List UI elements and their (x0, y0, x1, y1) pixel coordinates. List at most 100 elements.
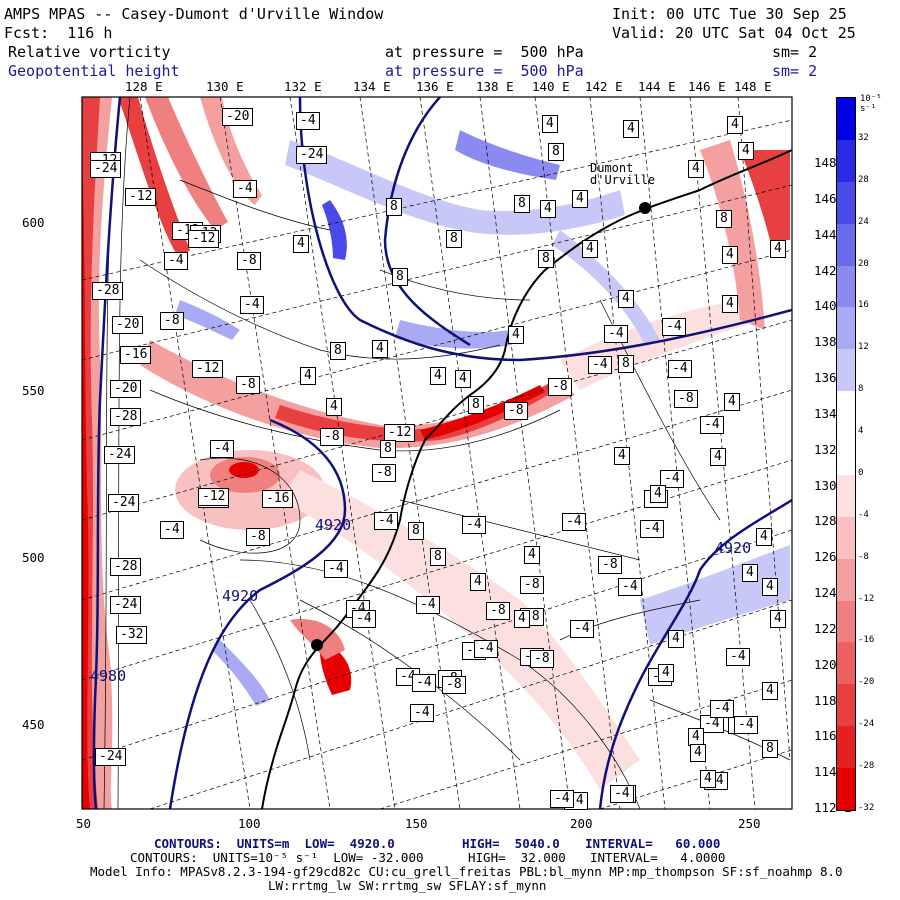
init-time: Init: 00 UTC Tue 30 Sep 25 (612, 5, 847, 23)
vorticity-contour-label: 4 (508, 326, 524, 344)
lon-label-144: 144 E (638, 79, 676, 94)
colorbar-segment (837, 474, 855, 518)
vorticity-contour-label: 4 (582, 240, 598, 258)
lon-label-142: 142 E (585, 79, 623, 94)
vorticity-contour-label: -4 (374, 512, 398, 530)
colorbar-label: 20 (858, 258, 869, 269)
colorbar-label: 24 (858, 216, 869, 227)
colorbar-label: 12 (858, 342, 869, 353)
vorticity-contour-label: -4 (210, 440, 234, 458)
vorticity-contour-label: 8 (430, 548, 446, 566)
vorticity-contour-label: 4 (326, 398, 342, 416)
colorbar-label: 8 (858, 384, 864, 395)
footer-model-info: Model Info: MPASv8.2.3-194-gf29cd82c CU:… (90, 864, 843, 879)
vorticity-contour-label: -8 (486, 602, 510, 620)
vorticity-contour-label: 4 (727, 116, 743, 134)
x-tick: 100 (238, 816, 261, 831)
colorbar-segment (837, 642, 855, 685)
chart-title: AMPS MPAS -- Casey-Dumont d'Urville Wind… (4, 5, 384, 23)
colorbar-label: -12 (858, 593, 875, 604)
vorticity-field (82, 97, 792, 809)
vorticity-contour-label: -8 (520, 576, 544, 594)
vorticity-contour-label: 4 (372, 340, 388, 358)
vorticity-contour-label: -20 (110, 380, 142, 398)
vorticity-contour-label: -4 (588, 356, 612, 374)
vorticity-contour-label: -8 (548, 378, 572, 396)
colorbar-label: -4 (858, 509, 869, 520)
footer-vort-interval: INTERVAL= 4.0000 (590, 850, 726, 865)
vorticity-contour-label: 8 (392, 268, 408, 286)
vorticity-contour-label: 4 (300, 367, 316, 385)
vorticity-contour-label: 8 (762, 740, 778, 758)
vorticity-contour-label: -28 (92, 282, 124, 300)
y-tick: 450 (22, 717, 45, 732)
height-label: 4920 (315, 516, 352, 534)
vorticity-contour-label: 4 (618, 290, 634, 308)
lon-label-148: 148 E (734, 79, 772, 94)
vorticity-contour-label: -4 (700, 416, 724, 434)
vorticity-contour-label: 8 (514, 195, 530, 213)
vorticity-contour-label: 4 (524, 546, 540, 564)
vorticity-contour-label: -8 (598, 556, 622, 574)
vorticity-contour-label: -24 (110, 596, 142, 614)
y-tick: 600 (22, 215, 45, 230)
vorticity-contour-label: 8 (538, 250, 554, 268)
vorticity-contour-label: 8 (716, 210, 732, 228)
vorticity-contour-label: 8 (386, 198, 402, 216)
vorticity-contour-label: 4 (724, 393, 740, 411)
colorbar-label: -32 (858, 803, 875, 813)
plot-frame (81, 96, 793, 810)
vorticity-contour-label: 8 (468, 396, 484, 414)
vorticity-contour-label: -24 (90, 160, 122, 178)
vorticity-contour-label: -12 (192, 360, 224, 378)
vorticity-contour-label: 4 (738, 142, 754, 160)
vorticity-contour-label: -8 (372, 464, 396, 482)
lon-label-132: 132 E (284, 79, 322, 94)
lon-label-130: 130 E (206, 79, 244, 94)
vorticity-contour-label: -8 (320, 428, 344, 446)
colorbar-segment (837, 265, 855, 308)
vorticity-contour-label: -8 (504, 402, 528, 420)
vorticity-contour-label: -4 (352, 610, 376, 628)
colorbar-label: 28 (858, 174, 869, 185)
vorticity-contour-label: -8 (530, 650, 554, 668)
vorticity-contour-label: 4 (756, 528, 772, 546)
vorticity-contour-label: 4 (710, 448, 726, 466)
vorticity-contour-label: -12 (384, 424, 416, 442)
vorticity-contour-label: 4 (700, 770, 716, 788)
vorticity-contour-label: -4 (233, 180, 257, 198)
lon-label-140: 140 E (532, 79, 570, 94)
vorticity-contour-label: 4 (762, 578, 778, 596)
vorticity-contour-label: -4 (410, 704, 434, 722)
vorticity-contour-label: 4 (658, 664, 674, 682)
colorbar-segment (837, 98, 855, 141)
vorticity-contour-label: -24 (108, 494, 140, 512)
colorbar-segment (837, 516, 855, 560)
vorticity-contour-label: 4 (770, 240, 786, 258)
height-label: 4920 (715, 539, 752, 557)
vorticity-contour-label: -12 (125, 188, 157, 206)
colorbar-label: -28 (858, 761, 875, 772)
footer-vort-contours: CONTOURS: UNITS=10⁻⁵ s⁻¹ LOW= -32.000 (130, 850, 424, 865)
vorticity-contour-label: -4 (296, 112, 320, 130)
vorticity-contour-label: 4 (688, 728, 704, 746)
vorticity-contour-label: 4 (430, 367, 446, 385)
vorticity-contour-label: -4 (660, 470, 684, 488)
height-label: 4980 (90, 667, 127, 685)
vorticity-contour-label: 4 (514, 610, 530, 628)
vorticity-contour-label: 8 (618, 355, 634, 373)
vorticity-contour-label: -8 (674, 390, 698, 408)
vorticity-contour-label: -4 (164, 252, 188, 270)
lon-label-134: 134 E (353, 79, 391, 94)
colorbar-segment (837, 307, 855, 350)
vorticity-contour-label: 4 (688, 160, 704, 178)
field1-name: Relative vorticity (8, 43, 171, 61)
vorticity-contour-label: -4 (416, 596, 440, 614)
colorbar-label: -20 (858, 677, 875, 688)
footer-height-contours: CONTOURS: UNITS=m LOW= 4920.0 (154, 836, 395, 851)
colorbar-label: 16 (858, 300, 869, 311)
vorticity-contour-label: 4 (542, 115, 558, 133)
vorticity-contour-label: -20 (112, 316, 144, 334)
station-dumont-durville (639, 202, 651, 214)
field2-name: Geopotential height (8, 62, 180, 80)
